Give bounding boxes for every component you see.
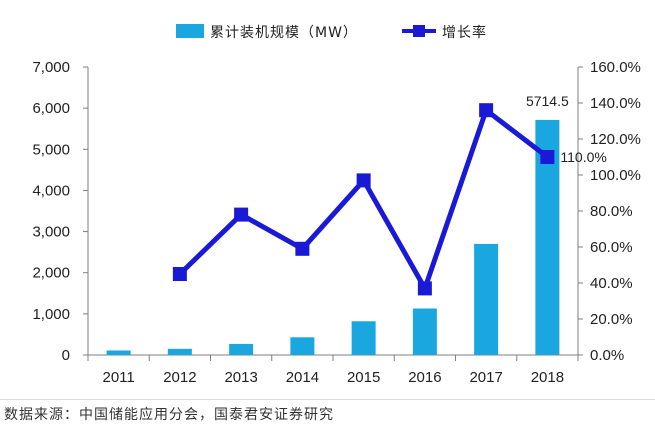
y-right-tick-label: 20.0%: [590, 311, 633, 328]
bar-data-label: 5714.5: [526, 93, 569, 109]
y-left-tick-label: 6,000: [32, 100, 70, 117]
line-point-marker: [417, 281, 432, 296]
divider: [0, 399, 655, 400]
y-left-tick-label: 5,000: [32, 141, 70, 158]
y-right-tick-label: 40.0%: [590, 275, 633, 292]
line-point-marker: [172, 267, 187, 281]
y-left-tick-label: 2,000: [32, 265, 70, 282]
line-point-marker: [540, 150, 555, 164]
line-point-marker: [295, 241, 310, 256]
line-data-label: 110.0%: [560, 149, 606, 165]
y-left-tick-label: 0: [62, 347, 70, 364]
x-tick-label: 2014: [286, 369, 319, 386]
legend: 累计装机规模（MW） 增长率: [176, 24, 487, 41]
x-tick-label: 2016: [408, 369, 441, 386]
y-right-tick-label: 100.0%: [590, 167, 641, 184]
y-left-tick-label: 1,000: [32, 306, 70, 323]
y-right-tick-label: 160.0%: [590, 59, 641, 76]
bar: [351, 321, 376, 355]
y-left-tick-label: 3,000: [32, 224, 70, 241]
bar: [290, 337, 315, 355]
x-tick-label: 2012: [163, 369, 196, 386]
x-tick-label: 2015: [347, 369, 380, 386]
legend-bar-label: 累计装机规模（MW）: [210, 25, 358, 41]
bar: [106, 350, 131, 355]
bar: [229, 343, 254, 355]
x-tick-label: 2013: [224, 369, 257, 386]
x-tick-label: 2011: [102, 369, 134, 386]
line-point-marker: [356, 173, 371, 188]
data-labels: 5714.5 110.0%: [526, 93, 607, 165]
chart: 0 1,000 2,000 3,000 4,000 5,000 6,000 7,000 0.0%…: [32, 24, 641, 386]
source-note: 数据来源：中国储能应用分会，国泰君安证券研究: [4, 407, 334, 423]
y-right-tick-label: 80.0%: [590, 203, 633, 220]
y-right-tick-label: 60.0%: [590, 239, 633, 256]
x-tick-label: 2018: [531, 369, 564, 386]
bar: [412, 308, 437, 355]
line-series: [172, 103, 555, 296]
bar: [167, 348, 192, 355]
bar: [474, 243, 499, 355]
y-right-tick-label: 140.0%: [590, 95, 641, 112]
line-point-marker: [479, 103, 494, 118]
line-point-marker: [234, 207, 249, 222]
legend-line-label: 增长率: [442, 24, 487, 41]
y-right-tick-label: 120.0%: [590, 131, 641, 148]
y-right-tick-label: 0.0%: [590, 347, 624, 364]
y-left-tick-label: 7,000: [32, 59, 70, 76]
bar-series: [106, 119, 560, 355]
legend-bar-swatch: [176, 24, 204, 38]
x-tick-label: 2017: [469, 369, 502, 386]
y-left-tick-label: 4,000: [32, 182, 70, 199]
legend-line-marker: [413, 25, 425, 37]
